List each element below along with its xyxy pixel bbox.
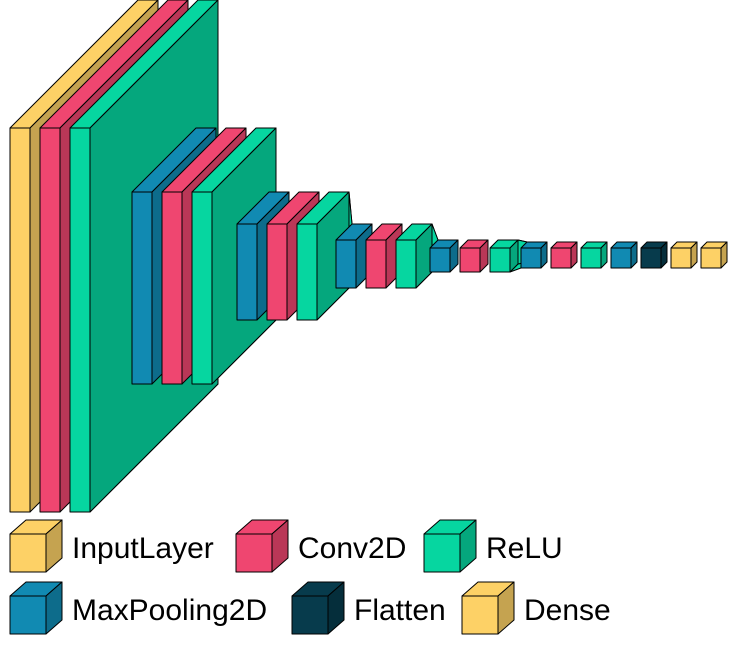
legend-label-flatten: Flatten: [354, 594, 446, 627]
legend-label-maxpooling2d: MaxPooling2D: [72, 594, 267, 627]
layer-boxes: [9, 0, 728, 513]
layer-box-9-relu-front: [296, 223, 318, 321]
legend-swatch-maxpooling2d: [9, 581, 63, 635]
layer-box-14-conv2d: [459, 239, 489, 273]
legend-swatch-conv2d: [235, 519, 289, 573]
layer-box-2-conv2d-front: [39, 127, 61, 513]
layer-box-20-flatten: [640, 241, 668, 269]
legend-cube-conv2d: [235, 519, 289, 573]
layer-box-13-maxpooling2d: [429, 239, 459, 273]
legend-cube-inputlayer-front: [9, 533, 47, 573]
legend: InputLayer Conv2D ReLU MaxPooling2D Flat…: [9, 519, 611, 635]
legend-cube-conv2d-front: [235, 533, 273, 573]
legend-cube-flatten: [291, 581, 345, 635]
layer-box-4-maxpooling2d-front: [131, 191, 153, 385]
legend-label-dense: Dense: [524, 594, 611, 627]
layer-box-21-dense-front: [670, 247, 692, 269]
legend-item-relu: ReLU: [423, 519, 563, 573]
layer-box-18-relu: [580, 241, 608, 269]
layer-box-10-maxpooling2d-front: [335, 239, 357, 289]
legend-cube-maxpooling2d-front: [9, 595, 47, 635]
legend-swatch-flatten: [291, 581, 345, 635]
legend-item-dense: Dense: [461, 581, 611, 635]
layer-box-17-conv2d-front: [550, 247, 572, 269]
layer-box-20-flatten-front: [640, 247, 662, 269]
legend-cube-relu-front: [423, 533, 461, 573]
layer-box-6-relu-front: [191, 191, 213, 385]
layer-box-22-dense: [700, 241, 728, 269]
layer-box-13-maxpooling2d-front: [429, 247, 451, 273]
legend-item-conv2d: Conv2D: [235, 519, 406, 573]
legend-cube-inputlayer: [9, 519, 63, 573]
layer-box-14-conv2d-front: [459, 247, 481, 273]
legend-item-flatten: Flatten: [291, 581, 446, 635]
legend-cube-dense-front: [461, 595, 499, 635]
legend-cube-dense: [461, 581, 515, 635]
layer-box-7-maxpooling2d-front: [236, 223, 258, 321]
layer-box-15-relu: [489, 239, 519, 273]
layer-box-19-maxpooling2d: [610, 241, 638, 269]
layer-box-16-maxpooling2d-front: [520, 247, 542, 269]
layer-box-19-maxpooling2d-front: [610, 247, 632, 269]
layer-box-22-dense-front: [700, 247, 722, 269]
legend-swatch-relu: [423, 519, 477, 573]
legend-cube-maxpooling2d: [9, 581, 63, 635]
legend-label-conv2d: Conv2D: [298, 532, 406, 565]
legend-cube-relu: [423, 519, 477, 573]
layer-box-18-relu-front: [580, 247, 602, 269]
legend-cube-flatten-front: [291, 595, 329, 635]
legend-label-inputlayer: InputLayer: [72, 532, 214, 565]
layer-box-8-conv2d-front: [266, 223, 288, 321]
layer-box-11-conv2d: [365, 223, 403, 289]
layer-box-12-relu: [395, 223, 433, 289]
legend-item-inputlayer: InputLayer: [9, 519, 214, 573]
layer-box-17-conv2d: [550, 241, 578, 269]
layer-box-11-conv2d-front: [365, 239, 387, 289]
legend-swatch-inputlayer: [9, 519, 63, 573]
layer-box-1-inputlayer-front: [9, 127, 31, 513]
legend-item-maxpooling2d: MaxPooling2D: [9, 581, 267, 635]
layer-box-16-maxpooling2d: [520, 241, 548, 269]
layer-box-5-conv2d-front: [161, 191, 183, 385]
layer-box-12-relu-front: [395, 239, 417, 289]
layer-box-3-relu-front: [69, 127, 91, 513]
legend-swatch-dense: [461, 581, 515, 635]
legend-label-relu: ReLU: [486, 532, 563, 565]
layer-box-21-dense: [670, 241, 698, 269]
layer-box-15-relu-front: [489, 247, 511, 273]
